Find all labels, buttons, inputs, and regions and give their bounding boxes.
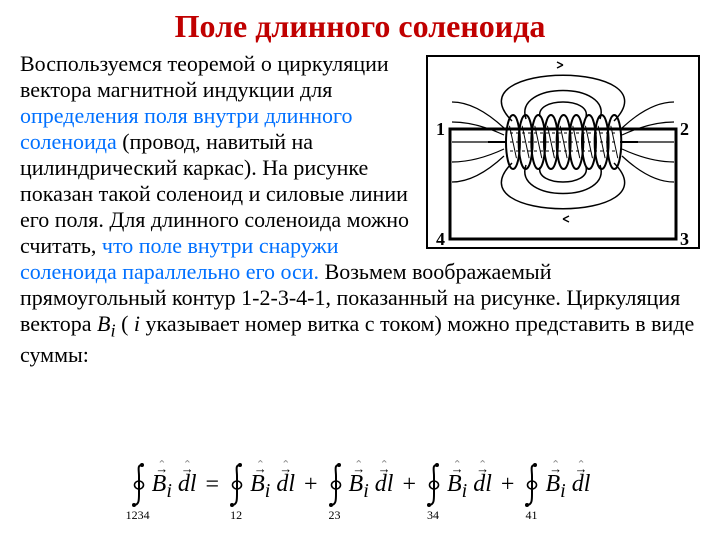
contour-integral-icon (327, 462, 343, 508)
vector-symbol: dl→⌃ (572, 471, 591, 498)
contour-integral-icon (523, 462, 539, 508)
integral-term: 41 Bi→⌃ dl→⌃ (523, 462, 590, 508)
vector-symbol: dl→⌃ (178, 471, 197, 498)
contour-integral-icon (228, 462, 244, 508)
vector-symbol: Bi→⌃ (250, 471, 270, 503)
slide-title: Поле длинного соленоида (20, 8, 700, 45)
integral-path-label: 34 (427, 508, 439, 523)
svg-text:3: 3 (680, 229, 689, 247)
integral-term: 34 Bi→⌃ dl→⌃ (425, 462, 492, 508)
integral-path-label: 12 (230, 508, 242, 523)
svg-text:4: 4 (436, 229, 445, 247)
vector-symbol: Bi→⌃ (545, 471, 565, 503)
operator: + (396, 472, 422, 498)
svg-text:1: 1 (436, 119, 445, 139)
integral-path-label: 23 (329, 508, 341, 523)
operator: = (200, 472, 226, 498)
operator: + (495, 472, 521, 498)
vector-symbol: dl→⌃ (473, 471, 492, 498)
body: 1 2 4 3 Воспользуемся теоремой о циркуляции… (20, 51, 700, 368)
body-text: Воспользуемся теоремой о циркуляции вект… (20, 51, 389, 102)
integral-term: 23 Bi→⌃ dl→⌃ (327, 462, 394, 508)
contour-integral-icon (425, 462, 441, 508)
body-text: B (97, 311, 110, 336)
integral-term: 12 Bi→⌃ dl→⌃ (228, 462, 295, 508)
vector-symbol: dl→⌃ (375, 471, 394, 498)
integral-term: 1234 Bi→⌃ dl→⌃ (130, 462, 197, 508)
vector-symbol: Bi→⌃ (349, 471, 369, 503)
vector-symbol: dl→⌃ (276, 471, 295, 498)
body-text: ( (116, 311, 134, 336)
integral-path-label: 41 (525, 508, 537, 523)
solenoid-figure: 1 2 4 3 (426, 55, 700, 249)
integral-path-label: 1234 (126, 508, 150, 523)
vector-symbol: Bi→⌃ (152, 471, 172, 503)
contour-integral-icon (130, 462, 146, 508)
svg-text:2: 2 (680, 119, 689, 139)
vector-symbol: Bi→⌃ (447, 471, 467, 503)
operator: + (298, 472, 324, 498)
circulation-formula: 1234 Bi→⌃ dl→⌃ = 12 Bi→⌃ dl→⌃ + 23 Bi→⌃ … (0, 462, 720, 508)
